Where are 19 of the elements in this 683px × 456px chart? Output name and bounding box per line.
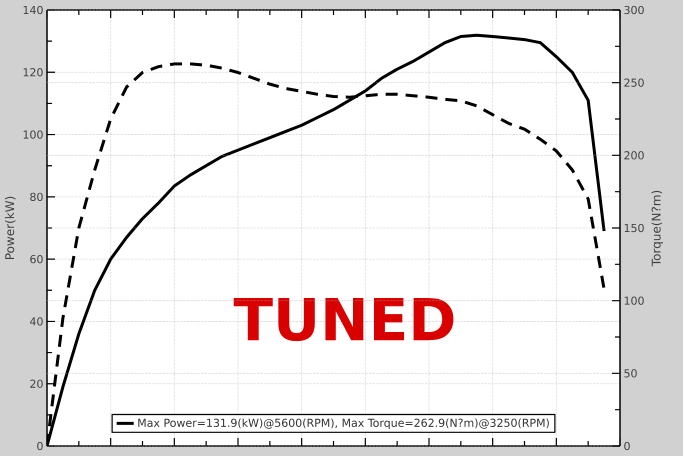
y-tick-label: 100	[24, 130, 43, 139]
y2-tick-label: 200	[624, 151, 644, 160]
legend-label: Max Power=131.9(kW)@5600(RPM), Max Torque=262.9(N?m)@3250(RPM)	[138, 418, 549, 430]
y2-tick-label: 100	[624, 296, 644, 305]
y2-tick-label: 150	[624, 224, 644, 232]
y-tick-label: 60	[30, 254, 43, 264]
y-tick-label: 20	[30, 380, 43, 388]
y-tick-label: 120	[24, 68, 43, 76]
y2-axis-title: Torque(N?m)	[651, 190, 663, 266]
y2-tick-label: 50	[624, 369, 637, 378]
y-tick-label: 80	[30, 192, 43, 202]
y-tick-label: 0	[37, 442, 43, 450]
y2-tick-label: 250	[624, 78, 644, 87]
y-tick-label: 40	[30, 317, 43, 326]
y-axis-title: Power(kW)	[4, 196, 16, 260]
y2-tick-label: 0	[624, 442, 630, 450]
y-tick-label: 140	[24, 6, 43, 14]
annotation: TUNED	[234, 298, 454, 342]
y2-tick-label: 300	[624, 6, 644, 14]
